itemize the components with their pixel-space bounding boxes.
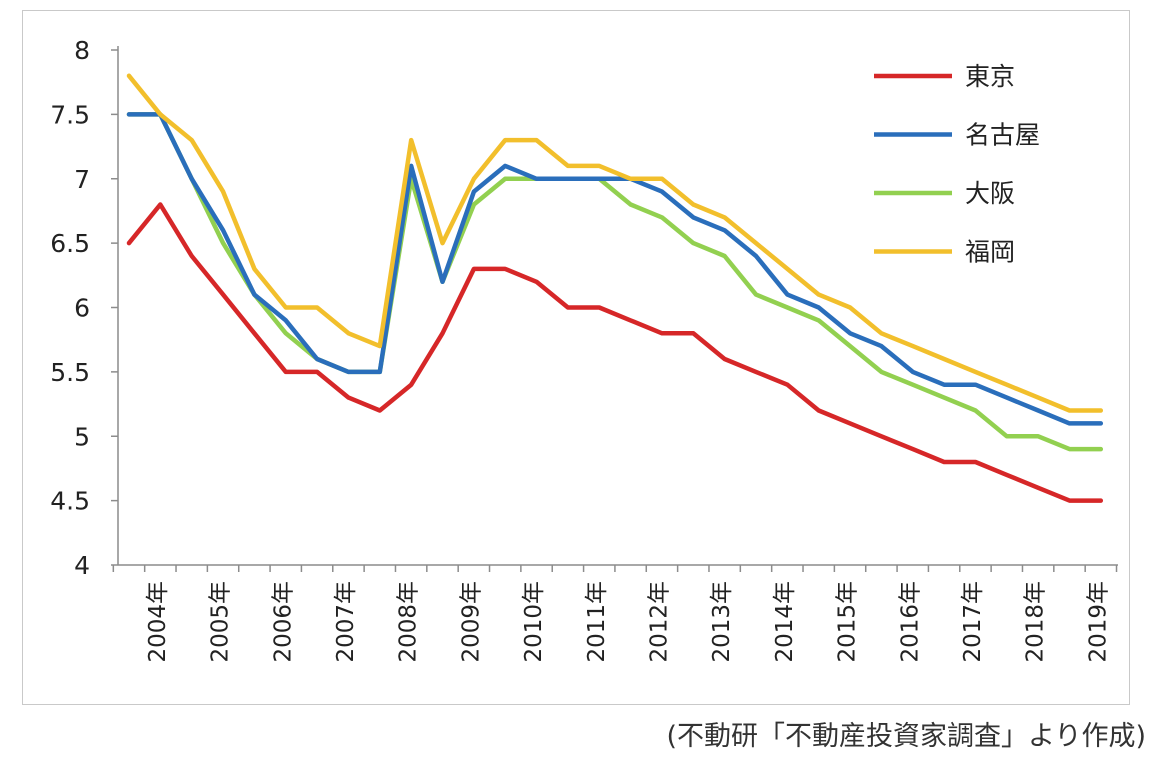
x-tick-label: 2019年 [1085,581,1111,663]
legend-label: 福岡 [965,238,1015,267]
x-tick-label: 2014年 [772,581,798,663]
x-tick-label: 2016年 [897,581,923,663]
y-tick-label: 8 [74,36,90,65]
x-tick-label: 2017年 [960,581,986,663]
source-note: (不動研「不動産投資家調査」より作成) [666,721,1146,752]
y-tick-label: 6 [74,294,90,323]
y-tick-label: 6.5 [50,229,90,258]
y-tick-label: 5.5 [50,358,90,387]
x-tick-label: 2004年 [145,581,171,663]
x-tick-label: 2010年 [521,581,547,663]
series-line-2 [126,112,1104,452]
x-tick-label: 2006年 [270,581,296,663]
x-tick-label: 2015年 [835,581,861,663]
axes: 4 4.5 5 5.5 6 6.5 7 7.5 8 2004年 2005年 2006年 2007年 200… [50,36,1118,663]
x-tick-label: 2018年 [1023,581,1049,663]
legend-label: 東京 [965,62,1015,91]
x-tick-label: 2005年 [208,581,234,663]
y-tick-label: 7 [74,165,90,194]
x-tick-label: 2012年 [646,581,672,663]
series-line-0 [126,202,1104,503]
legend-label: 大阪 [965,179,1015,208]
x-tick-label: 2011年 [584,581,610,663]
x-tick-label: 2009年 [458,581,484,663]
y-tick-label: 4.5 [50,487,90,516]
x-tick-label: 2008年 [396,581,422,663]
series-line-1 [126,112,1104,426]
x-tick-label: 2013年 [709,581,735,663]
y-tick-label: 5 [74,422,90,451]
series-line-3 [126,73,1104,413]
series-lines [126,73,1104,503]
y-tick-label: 7.5 [50,100,90,129]
y-tick-label: 4 [74,551,90,580]
legend-label: 名古屋 [965,121,1040,150]
x-tick-label: 2007年 [333,581,359,663]
